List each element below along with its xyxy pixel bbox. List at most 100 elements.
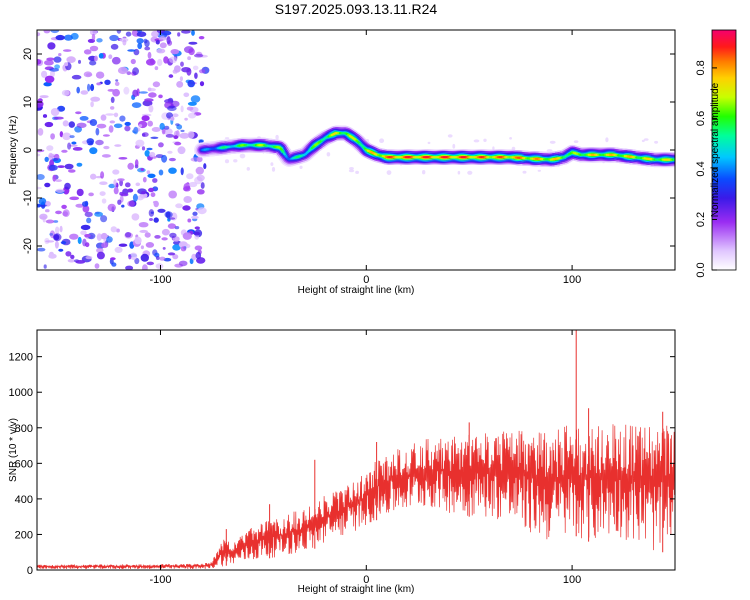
noise-blob [156,48,166,54]
noise-blob [146,58,156,66]
noise-blob [71,141,77,145]
noise-blob [134,257,140,265]
noise-blob [124,125,131,132]
noise-blob [140,253,149,262]
snr-background [37,330,675,570]
snr-y-axis-label: SNR (10 * v/v) [8,418,19,482]
noise-blob [75,111,82,115]
noise-blob [44,59,54,66]
noise-blob [147,51,152,59]
noise-blob [153,200,159,208]
noise-blob [55,226,60,235]
noise-blob [170,116,175,121]
colorbar-tick-label: 0.2 [695,212,707,227]
noise-blob [447,134,453,138]
noise-blob [113,186,119,195]
noise-blob [147,120,153,127]
noise-blob [349,167,354,170]
noise-blob [172,254,179,260]
noise-blob [483,138,487,142]
noise-blob [125,182,131,188]
noise-blob [348,169,355,173]
noise-blob [146,261,154,266]
noise-blob [110,106,115,110]
noise-blob [186,67,192,76]
noise-blob [50,108,60,116]
noise-blob [605,137,609,143]
noise-blob [140,245,144,250]
noise-blob [157,58,163,67]
noise-blob [183,92,190,98]
noise-blob [162,247,166,250]
noise-blob [203,163,207,170]
noise-blob [152,178,158,183]
noise-blob [122,39,127,46]
noise-blob [91,33,96,41]
noise-blob [58,248,64,252]
noise-blob [188,41,198,45]
noise-blob [161,154,168,163]
noise-blob [422,170,426,175]
noise-blob [186,173,194,180]
noise-blob [186,106,194,111]
noise-blob [116,228,120,233]
noise-blob [55,179,62,183]
noise-blob [62,211,68,217]
noise-blob [94,263,100,269]
noise-blob [96,251,105,260]
noise-blob [110,96,115,103]
noise-blob [94,211,103,217]
noise-blob [51,158,59,161]
noise-blob [83,49,92,55]
noise-blob [99,191,106,197]
noise-blob [137,42,143,50]
noise-blob [96,38,103,43]
noise-blob [191,30,195,36]
noise-blob [168,167,177,174]
noise-blob [111,56,121,65]
noise-blob [86,217,92,224]
noise-blob [167,150,173,154]
noise-blob [113,112,119,118]
noise-blob [53,56,62,63]
noise-blob [125,232,132,238]
noise-blob [136,38,144,44]
noise-blob [172,244,181,251]
noise-blob [149,151,156,158]
noise-blob [114,81,120,87]
noise-blob [75,260,86,264]
snr-y-tick-label: 200 [15,529,33,541]
noise-blob [134,236,142,245]
noise-blob [159,122,165,130]
noise-blob [134,159,139,167]
noise-blob [104,79,111,86]
noise-blob [96,233,102,241]
noise-blob [52,233,62,242]
noise-blob [183,196,192,203]
noise-blob [107,203,117,212]
noise-blob [89,60,97,66]
noise-blob [173,135,179,140]
noise-blob [95,127,100,136]
spectrogram-y-tick-label: 0 [22,147,34,153]
noise-blob [198,139,204,143]
noise-blob [42,216,46,223]
noise-blob [46,145,54,151]
noise-blob [94,55,98,62]
noise-blob [141,115,150,122]
snr-y-tick-label: 800 [15,423,33,435]
noise-blob [43,30,51,34]
noise-blob [41,70,48,78]
noise-blob [43,264,47,269]
noise-blob [55,188,65,193]
noise-blob [326,152,331,157]
noise-blob [117,199,122,205]
noise-blob [43,82,52,87]
noise-blob [123,86,130,95]
noise-blob [137,30,142,33]
noise-blob [95,139,104,146]
noise-blob [114,144,122,147]
noise-blob [138,222,149,228]
colorbar-tick-label: 0.0 [695,262,707,277]
noise-blob [54,240,59,249]
